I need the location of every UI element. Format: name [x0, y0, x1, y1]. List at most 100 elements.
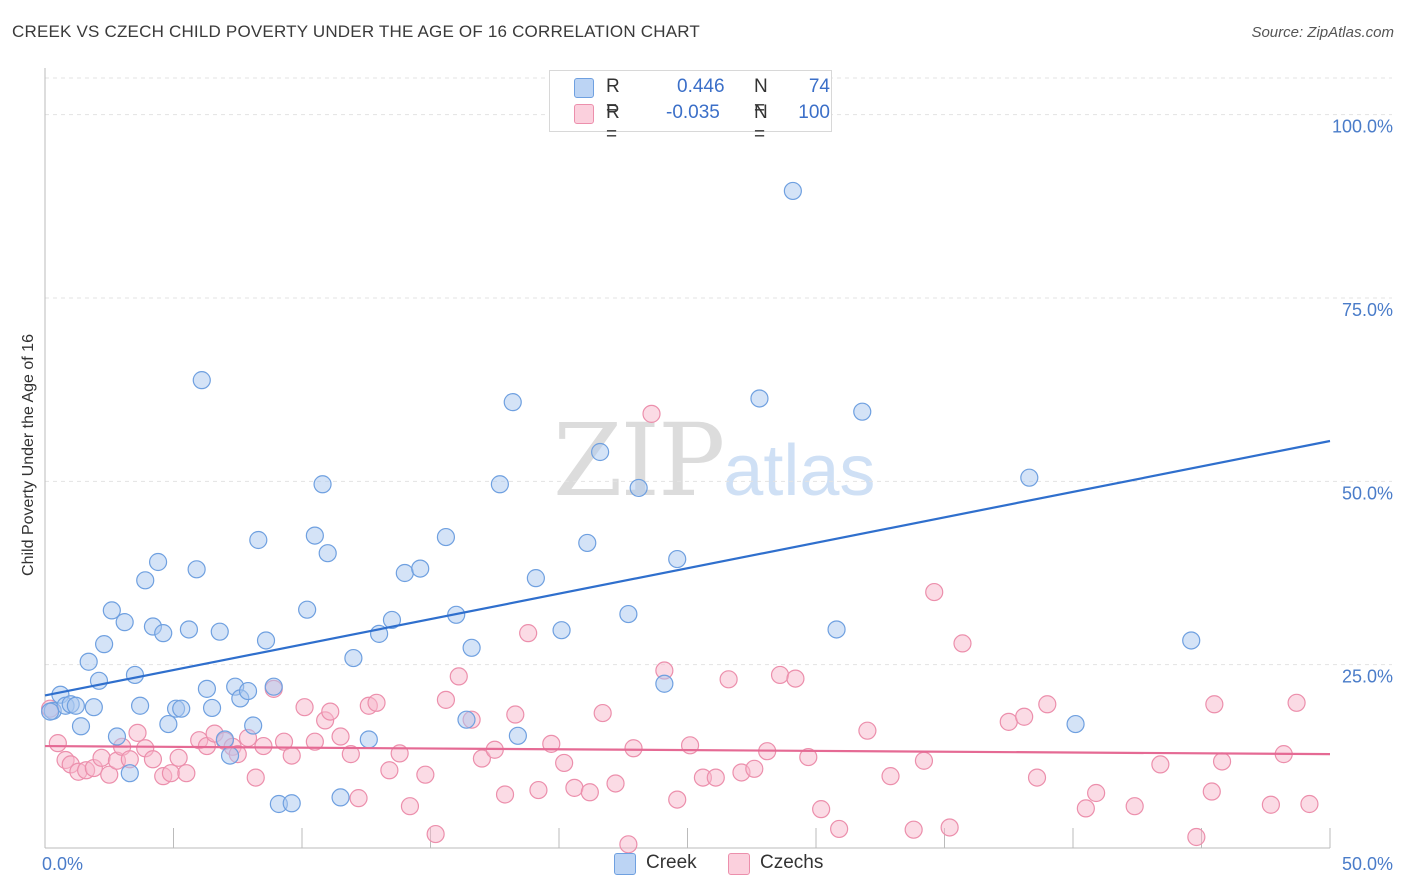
- creek-point: [1182, 631, 1201, 650]
- creek-point: [179, 620, 199, 639]
- creek-point: [318, 544, 337, 563]
- czechs-point: [668, 790, 687, 809]
- czechs-point: [858, 721, 877, 740]
- czechs-point: [161, 764, 181, 783]
- creek-points: [41, 181, 1201, 814]
- creek-point: [125, 665, 145, 685]
- czechs-point: [254, 736, 273, 756]
- czechs-point: [593, 703, 612, 723]
- creek-point: [115, 613, 134, 632]
- czechs-point: [904, 820, 923, 839]
- creek-point: [305, 526, 324, 545]
- czechs-point: [495, 785, 515, 804]
- y-tick-label: 75.0%: [1342, 300, 1393, 320]
- czechs-point: [1187, 827, 1206, 847]
- czechs-point: [400, 797, 420, 816]
- creek-point: [159, 714, 178, 734]
- czechs-point: [786, 669, 805, 688]
- creek-point: [41, 702, 60, 721]
- creek-point: [79, 652, 98, 671]
- czechs-point: [1087, 783, 1106, 803]
- czechs-point: [940, 818, 959, 837]
- czechs-point: [331, 727, 350, 746]
- czechs-point: [999, 712, 1018, 731]
- czechs-point: [143, 750, 163, 769]
- czechs-point: [472, 749, 491, 768]
- czechs-point: [519, 624, 538, 643]
- czechs-label: Czechs: [760, 852, 824, 873]
- creek-point: [136, 571, 155, 590]
- czechs-point: [914, 751, 934, 770]
- creek-point: [359, 730, 378, 749]
- creek-point: [298, 600, 317, 619]
- creek-point: [619, 604, 638, 624]
- czechs-point: [642, 404, 661, 423]
- czechs-point: [606, 774, 625, 793]
- czechs-point: [128, 723, 147, 742]
- watermark-atlas: atlas: [723, 431, 876, 511]
- creek-point: [120, 764, 139, 783]
- czechs-point: [367, 693, 386, 712]
- y-axis-label: Child Poverty Under the Age of 16: [20, 334, 37, 576]
- creek-point: [526, 569, 545, 588]
- czechs-point: [1205, 695, 1224, 714]
- creek-point: [154, 624, 173, 643]
- czechs-point: [506, 705, 525, 724]
- czechs-point: [246, 768, 265, 787]
- creek-point: [282, 794, 301, 813]
- creek-point: [783, 181, 802, 201]
- czechs-point: [436, 690, 456, 709]
- creek-point: [95, 635, 114, 654]
- watermark-zip: ZIP: [553, 402, 725, 519]
- creek-point: [827, 620, 846, 639]
- creek-trend-line: [44, 439, 1331, 697]
- creek-swatch: [574, 78, 594, 98]
- czechs-point: [169, 748, 188, 767]
- czechs-point: [812, 800, 831, 819]
- czechs-trend-line: [44, 744, 1331, 756]
- x-tick-label: 50.0%: [1342, 854, 1393, 874]
- axes: [44, 68, 1331, 849]
- czechs-point: [680, 736, 700, 755]
- r-label: R =: [606, 102, 620, 145]
- czechs-point: [321, 702, 340, 721]
- creek-point: [503, 393, 522, 412]
- creek-point: [344, 648, 363, 668]
- creek-point: [490, 475, 509, 494]
- creek-point: [66, 696, 85, 715]
- czechs-point: [799, 747, 818, 767]
- czechs-point: [282, 746, 301, 765]
- creek-point: [71, 717, 91, 736]
- czechs-point: [341, 745, 360, 764]
- czechs-point: [1300, 794, 1319, 814]
- creek-point: [382, 610, 402, 630]
- creek-swatch: [614, 853, 636, 875]
- czechs-point: [1076, 799, 1095, 818]
- czechs-point: [719, 670, 738, 689]
- czechs-point: [177, 764, 196, 783]
- r-label: R =: [606, 76, 620, 119]
- creek-point: [1066, 714, 1085, 734]
- czechs-point: [542, 734, 561, 753]
- czechs-point: [565, 778, 584, 797]
- czechs-point: [706, 768, 725, 787]
- czechs-point: [529, 780, 548, 800]
- czechs-point: [274, 732, 294, 751]
- creek-point: [210, 622, 229, 641]
- czechs-swatch: [728, 853, 750, 875]
- creek-point: [655, 674, 674, 693]
- czechs-point: [1287, 693, 1306, 712]
- creek-point: [172, 699, 191, 718]
- creek-point: [668, 549, 687, 569]
- creek-point: [508, 726, 527, 745]
- creek-point: [187, 560, 206, 579]
- czechs-point: [1125, 797, 1144, 816]
- czechs-point: [349, 789, 368, 808]
- czechs-points: [41, 404, 1319, 854]
- y-tick-label: 25.0%: [1342, 667, 1393, 687]
- czechs-point: [1027, 768, 1047, 787]
- czechs-point: [881, 767, 900, 786]
- creek-point: [457, 710, 476, 729]
- creek-point: [148, 552, 168, 572]
